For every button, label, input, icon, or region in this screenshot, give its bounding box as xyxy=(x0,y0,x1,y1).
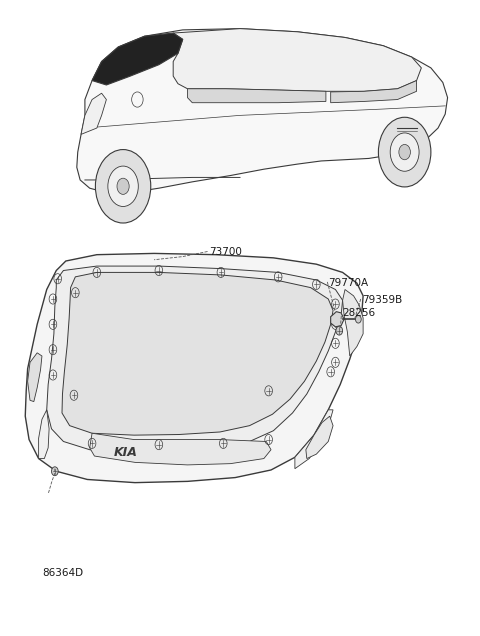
Polygon shape xyxy=(90,433,271,465)
Circle shape xyxy=(51,467,58,476)
Polygon shape xyxy=(343,289,363,356)
Circle shape xyxy=(117,178,129,195)
Polygon shape xyxy=(25,253,363,483)
Polygon shape xyxy=(81,93,107,134)
Polygon shape xyxy=(92,33,183,85)
Text: 86364D: 86364D xyxy=(42,567,83,577)
Polygon shape xyxy=(47,266,343,452)
Text: 28256: 28256 xyxy=(343,308,376,318)
Circle shape xyxy=(336,326,343,335)
Text: 73700: 73700 xyxy=(209,247,242,256)
Polygon shape xyxy=(77,29,447,193)
Circle shape xyxy=(390,133,419,171)
Text: 79770A: 79770A xyxy=(328,278,369,288)
Polygon shape xyxy=(295,410,333,469)
Polygon shape xyxy=(62,272,333,435)
Circle shape xyxy=(378,117,431,187)
Text: 79359B: 79359B xyxy=(362,295,402,305)
Circle shape xyxy=(96,149,151,223)
Polygon shape xyxy=(38,410,49,459)
Text: KIA: KIA xyxy=(114,446,137,459)
Polygon shape xyxy=(28,353,42,401)
Polygon shape xyxy=(331,312,344,327)
Polygon shape xyxy=(331,81,417,102)
Polygon shape xyxy=(173,29,421,92)
Circle shape xyxy=(108,166,138,207)
Polygon shape xyxy=(306,416,333,459)
Circle shape xyxy=(356,315,361,323)
Polygon shape xyxy=(188,89,326,102)
Circle shape xyxy=(399,144,410,160)
